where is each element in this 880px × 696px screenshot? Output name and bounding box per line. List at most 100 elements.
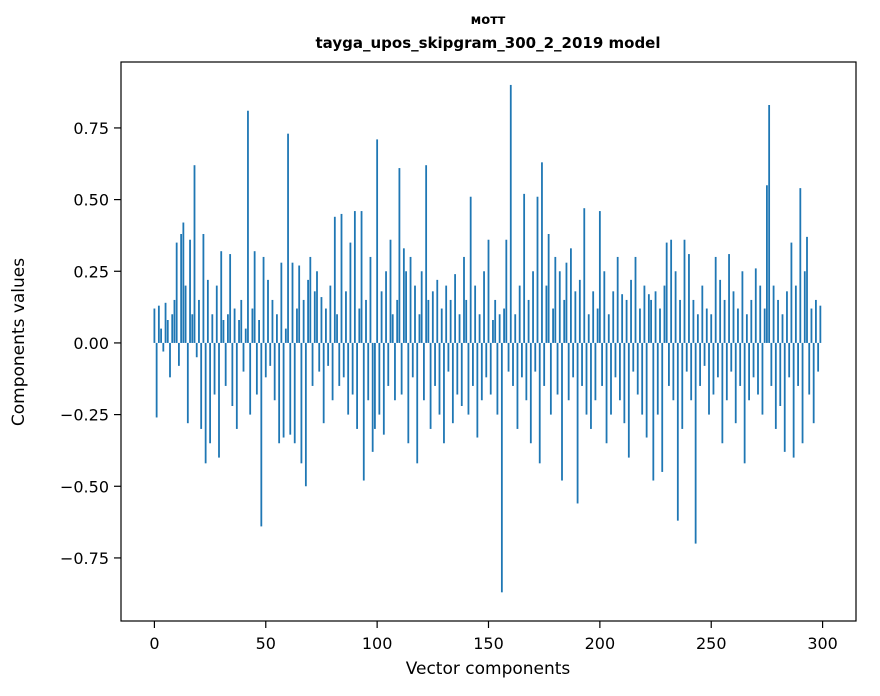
bar — [639, 308, 641, 343]
bar — [625, 299, 628, 343]
y-tick-label: −0.75 — [60, 549, 109, 568]
bar — [213, 342, 216, 395]
bar — [603, 271, 606, 343]
bar — [300, 342, 303, 464]
bar — [273, 342, 276, 401]
bar — [206, 279, 209, 343]
bar — [692, 299, 695, 343]
bar — [351, 342, 354, 395]
bar — [696, 314, 699, 343]
bar — [532, 271, 534, 343]
bar — [561, 342, 563, 481]
bar — [309, 256, 312, 343]
bar — [235, 342, 238, 429]
bar — [376, 139, 379, 343]
bar — [447, 342, 450, 372]
bar — [516, 342, 519, 429]
bar — [175, 242, 178, 343]
bar — [690, 342, 693, 401]
bar — [460, 342, 463, 406]
bar — [714, 256, 717, 343]
bar — [220, 251, 223, 343]
bar — [650, 299, 652, 343]
bar — [614, 342, 617, 378]
bar — [705, 308, 708, 343]
bar — [311, 342, 314, 386]
bar — [278, 342, 281, 444]
bar — [518, 285, 521, 343]
y-tick-label: 0.25 — [73, 262, 109, 281]
bar — [703, 342, 706, 366]
bar — [436, 279, 439, 343]
bar — [659, 308, 661, 343]
bar — [786, 291, 788, 343]
bar — [601, 342, 603, 386]
bar — [474, 285, 477, 343]
bar — [456, 342, 459, 395]
bar — [353, 211, 356, 343]
bar — [734, 342, 737, 424]
bar — [627, 342, 630, 458]
bar — [345, 291, 347, 343]
bar — [449, 299, 452, 343]
bar — [770, 342, 773, 386]
bar — [605, 342, 608, 444]
bar — [665, 242, 668, 343]
bar — [378, 342, 381, 415]
bar — [307, 279, 309, 343]
bar — [304, 342, 307, 487]
x-tick-label: 50 — [256, 634, 276, 653]
bar — [463, 256, 465, 343]
bar — [779, 342, 782, 406]
bar — [191, 314, 194, 343]
bar — [193, 165, 196, 343]
bar — [173, 299, 176, 343]
bar — [483, 271, 485, 343]
bar — [492, 320, 494, 343]
bar — [296, 308, 298, 343]
bar — [815, 299, 817, 343]
bar — [247, 110, 249, 343]
bar — [485, 342, 488, 378]
bar — [267, 279, 269, 343]
bar — [454, 274, 456, 343]
bar — [699, 342, 701, 386]
bar — [431, 291, 434, 343]
bar — [358, 308, 361, 343]
bar — [271, 299, 274, 343]
bar — [757, 342, 759, 395]
bar — [443, 342, 445, 444]
ticks-group: 0 50 100 150 200 250 300 −0.75 −0.50 −0.25 0.00 0.2… — [60, 119, 838, 653]
bar — [647, 294, 650, 343]
bar — [754, 268, 757, 343]
bar — [636, 342, 639, 395]
bar — [719, 279, 722, 343]
bar — [643, 285, 646, 343]
bar — [411, 342, 414, 378]
bar — [367, 342, 370, 401]
bar — [574, 291, 577, 343]
bar — [572, 342, 575, 378]
bar — [445, 285, 448, 343]
bar — [394, 342, 396, 401]
bar — [280, 262, 283, 343]
bar — [427, 299, 430, 343]
bar — [262, 256, 265, 343]
bar — [157, 305, 160, 343]
bar — [347, 342, 350, 415]
bar — [592, 291, 595, 343]
bar — [242, 342, 245, 372]
bar — [554, 256, 557, 343]
bar — [505, 239, 508, 343]
bar — [534, 342, 537, 372]
bar — [440, 308, 443, 343]
bar — [656, 342, 659, 415]
bar — [645, 342, 648, 438]
bar — [527, 299, 530, 343]
bar — [681, 342, 684, 429]
bar — [752, 342, 755, 378]
bar — [810, 308, 813, 343]
bar — [260, 342, 263, 527]
bar — [476, 342, 479, 438]
